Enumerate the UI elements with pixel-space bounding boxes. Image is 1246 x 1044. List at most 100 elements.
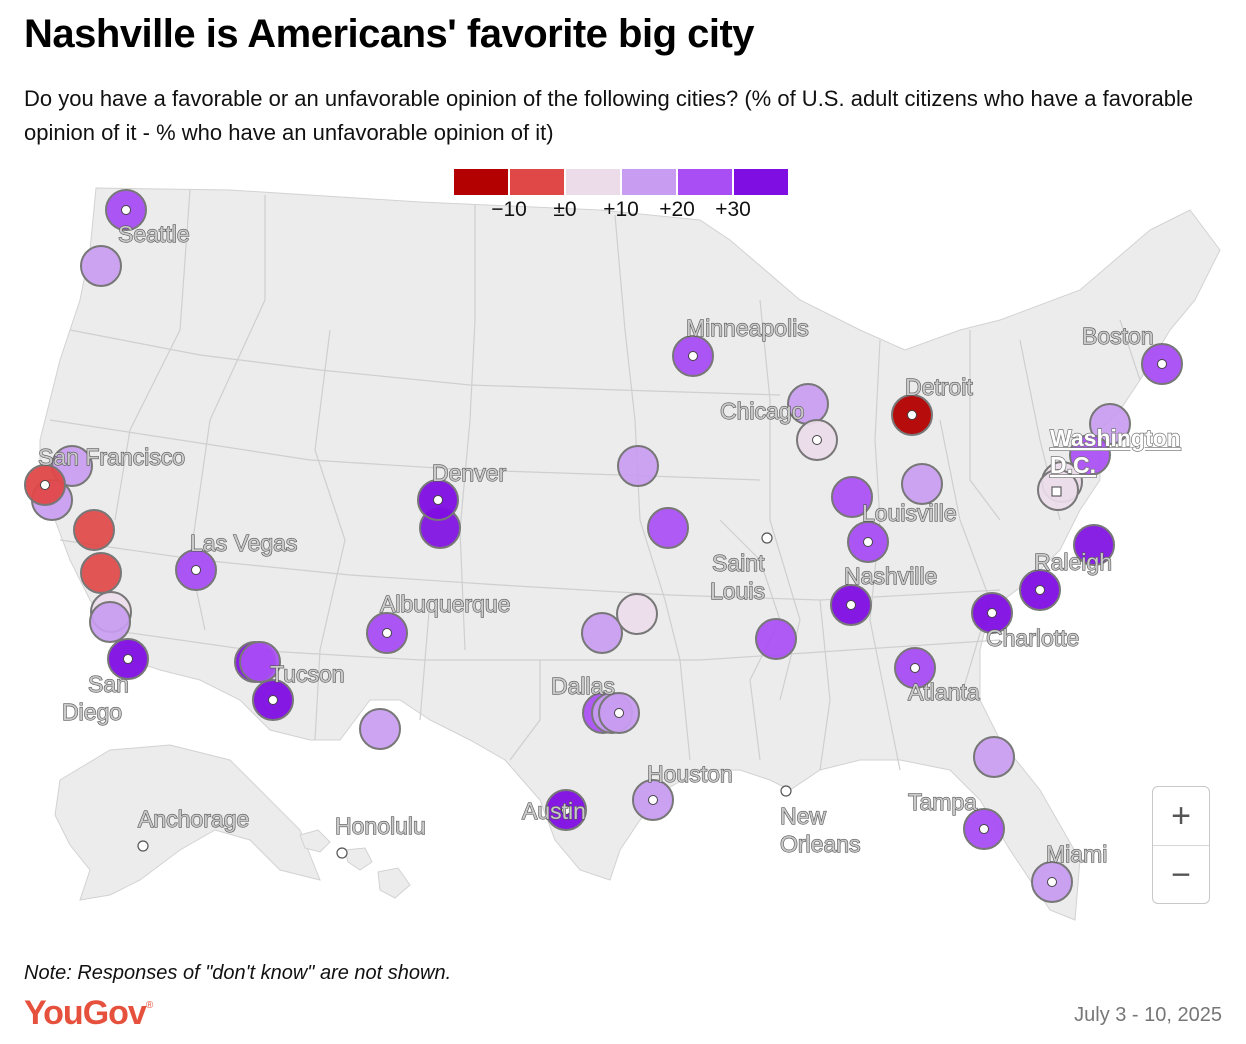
label-saint-louis-line2: Louis [710,578,765,604]
zoom-control: + − [1152,786,1210,904]
legend-swatch-5 [678,169,732,195]
label-houston: Houston [647,761,733,787]
city-pin [987,608,997,618]
label-nashville: Nashville [844,563,937,589]
color-legend [454,169,790,195]
city-bubble [1089,403,1131,445]
city-bubble [617,445,659,487]
label-boston: Boston [1082,323,1154,349]
city-bubble [1069,434,1111,476]
label-louisville: Louisville [862,500,957,526]
us-map[interactable]: Seattle Minneapolis Boston Detroit Chica… [0,160,1246,950]
city-pin [336,847,348,859]
legend-swatch-3 [566,169,620,195]
city-pin [382,628,392,638]
label-tampa: Tampa [908,789,977,815]
city-bubble [647,507,689,549]
zoom-in-button[interactable]: + [1171,796,1191,835]
city-pin [863,537,873,547]
city-bubble [80,552,122,594]
city-bubble [831,476,873,518]
legend-label-minus10: −10 [491,198,527,221]
label-atlanta: Atlanta [908,679,980,705]
legend-label-plus30: +30 [715,198,751,221]
city-pin [688,351,698,361]
label-raleigh: Raleigh [1034,549,1112,575]
city-pin [846,600,856,610]
label-san-diego-line1: San [88,671,129,697]
registered-mark: ® [145,1000,153,1011]
legend-label-plus10: +10 [603,198,639,221]
legend-label-zero: ±0 [553,198,577,221]
label-charlotte: Charlotte [986,625,1079,651]
city-bubble [973,736,1015,778]
zoom-out-button[interactable]: − [1153,845,1209,904]
city-bubble [359,708,401,750]
city-pin [614,708,624,718]
legend-swatch-2 [510,169,564,195]
yougov-logo-text: YouGov [24,994,147,1032]
label-dallas: Dallas [551,673,615,699]
city-pin [137,840,149,852]
city-bubble [616,593,658,635]
label-miami: Miami [1046,841,1107,867]
city-bubble [239,641,281,683]
footnote: Note: Responses of "don't know" are not … [24,962,452,984]
city-pin [268,695,278,705]
label-honolulu: Honolulu [335,813,426,839]
city-pin [648,795,658,805]
city-pin [761,532,773,544]
legend-swatch-1 [454,169,508,195]
city-pin [780,785,792,797]
city-bubble [80,245,122,287]
city-pin [561,805,571,815]
yougov-logo[interactable]: YouGov® [24,994,153,1033]
label-san-francisco: San Francisco [38,444,185,470]
legend-swatch-4 [622,169,676,195]
state-borders [49,189,1141,771]
city-pin [1047,877,1057,887]
alaska-landmass [54,744,321,901]
label-new-orleans-line1: New [780,803,826,829]
label-seattle: Seattle [118,221,190,247]
label-austin: Austin [522,798,586,824]
label-san-diego-line2: Diego [62,699,122,725]
city-bubble [89,601,131,643]
city-pin [191,565,201,575]
city-pin [121,205,131,215]
city-bubble [901,463,943,505]
city-pin [1157,359,1167,369]
label-las-vegas: Las Vegas [190,530,297,556]
label-washington-line2: D.C. [1050,452,1096,478]
label-saint-louis-line1: Saint [712,550,765,576]
city-pin [907,410,917,420]
label-anchorage: Anchorage [138,806,249,832]
city-pin [979,824,989,834]
chart-subtitle: Do you have a favorable or an unfavorabl… [24,86,1194,145]
city-labels: Seattle Minneapolis Boston Detroit Chica… [37,220,1181,867]
label-chicago: Chicago [720,398,804,424]
city-pin [1035,585,1045,595]
city-pin [812,435,822,445]
city-bubble [755,618,797,660]
map-canvas: Seattle Minneapolis Boston Detroit Chica… [24,187,1221,921]
city-pin [433,495,443,505]
label-washington-line1: Washington [1050,425,1181,451]
city-pins [40,205,1167,887]
hawaii-landmass [299,829,411,899]
survey-date: July 3 - 10, 2025 [1074,1004,1222,1026]
capital-marker [1051,486,1062,497]
label-detroit: Detroit [905,374,973,400]
chart-title: Nashville is Americans' favorite big cit… [24,12,755,56]
label-minneapolis: Minneapolis [686,315,809,341]
city-bubble [1073,524,1115,566]
city-bubble [73,509,115,551]
city-pin [123,654,133,664]
label-tucson: Tucson [270,661,345,687]
legend-label-plus20: +20 [659,198,695,221]
city-pin [910,663,920,673]
label-denver: Denver [432,460,506,486]
city-pin [40,480,50,490]
city-bubble [581,612,623,654]
label-new-orleans-line2: Orleans [780,831,861,857]
